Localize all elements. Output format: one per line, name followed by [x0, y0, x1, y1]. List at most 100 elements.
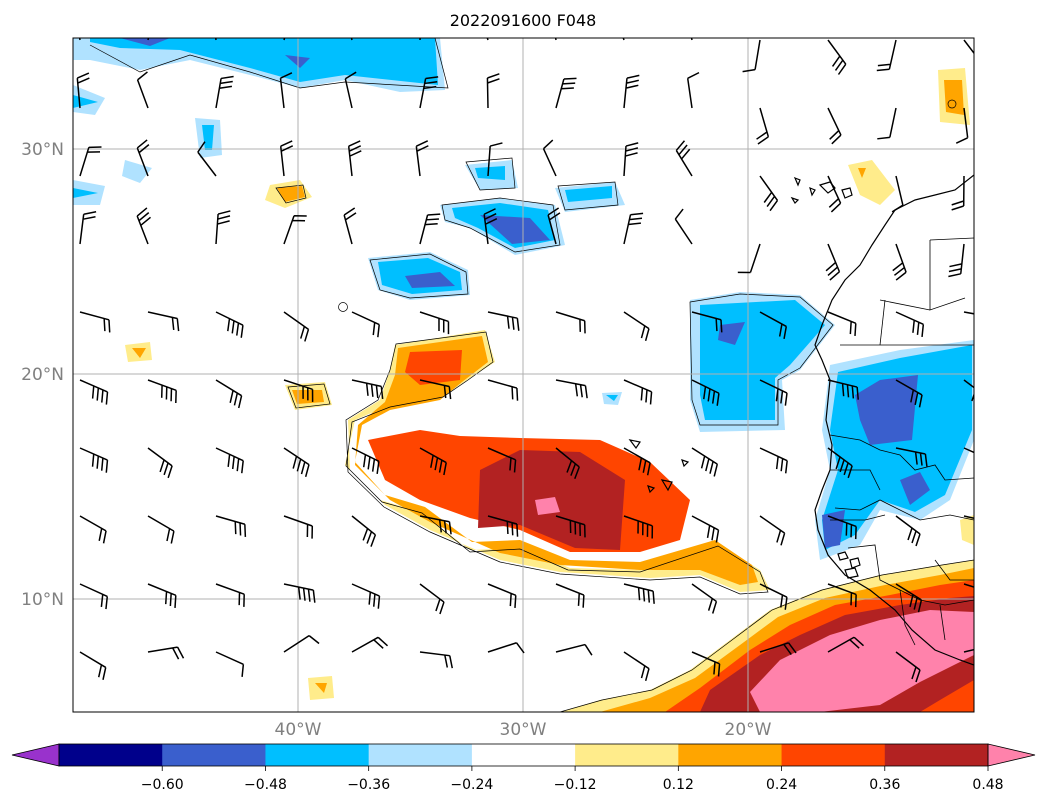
wind-barb — [283, 379, 314, 402]
wind-barb — [283, 583, 316, 603]
colorbar-tick-label: −0.36 — [347, 777, 390, 793]
positive-patch-g — [960, 515, 974, 545]
wind-barb — [623, 447, 651, 476]
wind-barb — [555, 311, 586, 334]
wind-barb — [623, 583, 655, 604]
negative-region-north-core — [90, 38, 438, 85]
wind-barb — [215, 210, 231, 245]
negative-patch-d-core — [606, 395, 618, 401]
wind-barb — [351, 379, 384, 400]
wind-barb — [759, 642, 797, 655]
wind-barb — [876, 39, 897, 72]
wind-barb — [419, 311, 450, 335]
wind-barb — [759, 583, 788, 610]
wind-barb — [147, 379, 177, 403]
wind-barb — [347, 140, 362, 177]
wind-barb — [351, 515, 377, 547]
colorbar-tick-label: 0.12 — [663, 777, 694, 793]
colorbar-extend-high — [987, 743, 1036, 767]
wind-barb — [419, 651, 454, 669]
wind-barb — [79, 515, 107, 544]
negative-blob-3-dark — [480, 215, 550, 244]
wind-barb — [892, 243, 907, 281]
wind-barb — [877, 107, 897, 140]
wind-barb — [147, 311, 180, 332]
wind-barb — [623, 379, 653, 405]
colorbar-tick-label: −0.12 — [554, 777, 597, 793]
positive-region-central-red1 — [405, 350, 462, 385]
wind-barb — [79, 583, 109, 610]
wind-barb — [351, 311, 380, 338]
wind-barb — [78, 38, 81, 41]
wind-barb — [279, 72, 293, 109]
wind-barb — [79, 211, 97, 245]
wind-barb — [197, 141, 217, 177]
wind-barb — [487, 379, 519, 401]
wind-barb — [487, 311, 520, 331]
wind-barb — [690, 38, 693, 41]
wind-barb — [147, 646, 185, 660]
wind-barb — [283, 311, 310, 342]
wind-barb — [963, 648, 974, 653]
wind-barb — [215, 447, 244, 474]
wind-barb — [691, 379, 720, 406]
wind-barb — [343, 207, 357, 245]
wind-barb — [623, 515, 654, 539]
latitude-labels: 30°N 20°N 10°N — [21, 140, 64, 610]
wind-barb — [759, 515, 786, 546]
wind-barb — [147, 38, 150, 41]
wind-barb — [674, 208, 693, 245]
lon-label-40w: 40°W — [275, 720, 322, 740]
colorbar: −0.60 −0.48 −0.36 −0.24 −0.12 0.12 0.24 0.36 0.4… — [11, 743, 1036, 793]
wind-barb — [76, 72, 90, 109]
wind-barb — [351, 447, 380, 474]
positive-patch-d-core — [315, 683, 327, 693]
wind-barb — [79, 447, 109, 473]
colorbar-swatch — [162, 744, 266, 766]
wind-barb — [827, 636, 865, 653]
wind-barb — [419, 76, 439, 109]
longitude-labels: 40°W 30°W 20°W — [275, 720, 772, 740]
contour-small-circle — [338, 302, 348, 312]
wind-barb — [686, 71, 700, 109]
wind-barb — [827, 379, 859, 400]
wind-barb — [555, 447, 580, 480]
wind-barb — [691, 583, 718, 614]
wind-barb — [79, 311, 111, 333]
wind-barb — [895, 583, 923, 613]
wind-barb — [283, 515, 314, 539]
wind-barb — [279, 140, 294, 177]
wind-barb — [487, 515, 519, 537]
wind-barb — [691, 311, 723, 333]
wind-barb — [951, 175, 965, 211]
wind-barb — [215, 651, 245, 677]
contour-blob-4 — [369, 253, 469, 299]
lat-label-20n: 20°N — [21, 365, 64, 385]
negative-blob-2-core — [565, 186, 612, 202]
negative-patch-c-core — [73, 188, 98, 198]
wind-barb — [487, 642, 525, 654]
map-frame — [72, 37, 975, 713]
negative-region-east-dark — [718, 322, 745, 345]
wind-barb — [136, 71, 149, 109]
wind-barb — [547, 207, 561, 245]
wind-barb — [623, 212, 644, 245]
wind-barb — [895, 515, 921, 547]
coastlines — [628, 174, 974, 666]
wind-barb — [419, 38, 421, 41]
wind-barb — [283, 447, 310, 478]
negative-blob-4-dark — [405, 272, 455, 288]
wind-barb — [415, 140, 429, 177]
wind-barb — [351, 636, 389, 653]
colorbar-swatch — [781, 744, 886, 766]
wind-barbs — [76, 38, 974, 683]
positive-region-central-pink — [535, 497, 560, 515]
wind-barb — [827, 515, 857, 540]
negative-region-africa-dark — [855, 375, 918, 445]
lat-label-30n: 30°N — [21, 140, 64, 160]
contour-blob-1 — [465, 157, 516, 191]
wind-barb — [344, 71, 357, 109]
wind-barb — [419, 447, 447, 476]
colorbar-swatch — [884, 744, 989, 766]
wind-barb — [891, 175, 904, 213]
